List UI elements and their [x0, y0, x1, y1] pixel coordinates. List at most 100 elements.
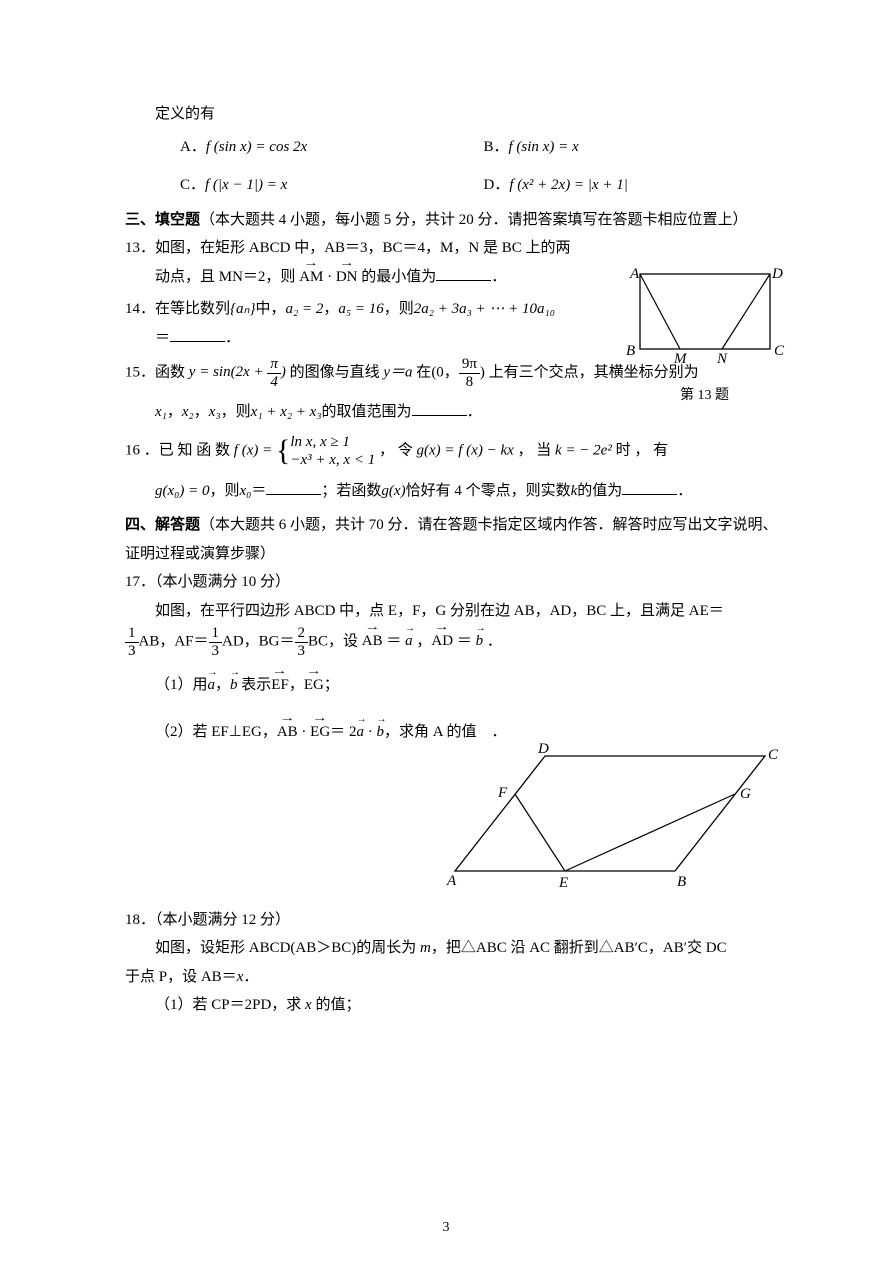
q17-figure: A B C D E F G [435, 741, 787, 902]
q18-x2: x [305, 997, 312, 1013]
q17-p1b: ， [215, 677, 230, 693]
q12-option-a: A．f (sin x) = cos 2x [180, 133, 484, 162]
q15-l2a: ，则 [221, 404, 251, 420]
q16-eq: ＝ [251, 483, 266, 499]
q14-expr: 2a₂ + 3a₃ + ⋯ + 10a₁₀ [414, 301, 555, 317]
svg-text:A: A [446, 873, 457, 889]
q18-l2b: ． [243, 969, 258, 985]
q16-blank2 [622, 480, 677, 495]
q16-l2e: 的值为 [577, 483, 622, 499]
q13-figure: A D B C M N 第 13 题 [622, 262, 787, 409]
q16-x0: x₀ [240, 483, 252, 499]
q15-num: 15． [125, 364, 155, 380]
q14-mid: 中， [256, 301, 286, 317]
q17-svg: A B C D E F G [435, 741, 785, 891]
q18-p1b: 的值； [312, 997, 361, 1013]
q18-m: m [420, 940, 431, 956]
q18: 18．（本小题满分 12 分） 如图，设矩形 ABCD(AB＞BC)的周长为 m… [125, 906, 787, 1020]
q16-l2d: 恰好有 4 个零点，则实数 [406, 483, 571, 499]
q17-p2c: ，求角 A 的值 [384, 724, 477, 740]
q12-c-math: f (|x − 1|) = x [205, 177, 287, 193]
q15-blank [412, 401, 467, 416]
svg-text:B: B [677, 874, 686, 890]
page-number: 3 [0, 1215, 892, 1242]
sec4-note: （本大题共 6 小题，共计 70 分．请在答题卡指定区域内作答．解答时应写出文字… [125, 517, 778, 562]
vec-ab2: AB [277, 718, 298, 747]
svg-text:D: D [771, 266, 783, 282]
q16-when: ， 当 [514, 442, 555, 458]
q12-option-c: C．f (|x − 1|) = x [180, 171, 484, 200]
q14-l1: 在等比数列 [155, 301, 230, 317]
q16-l2c: ；若函数 [321, 483, 381, 499]
q14-then: ，则 [384, 301, 414, 317]
q15-l1c: 在 [416, 364, 431, 380]
q18-l1a: 如图，设矩形 ABCD(AB＞BC)的周长为 [155, 940, 420, 956]
svg-text:B: B [626, 343, 635, 359]
sec3-title: 三、填空题 [125, 212, 200, 228]
q15-l1b: 的图像与直线 [290, 364, 380, 380]
q15-ic: ) [480, 364, 485, 380]
q14-blank [170, 327, 225, 342]
q12-b-math: f (sin x) = x [509, 139, 579, 155]
q16-piecewise: ln x, x ≥ 1−x³ + x, x < 1 [290, 433, 375, 469]
q17-l2c: BC，设 [308, 633, 362, 649]
q15-yeq-txt: y = sin(2x + [189, 364, 268, 380]
vec-a2: a [208, 671, 216, 700]
vec-dn: DN [336, 263, 358, 292]
q14-a2: a₂ = 2 [286, 301, 324, 317]
vec-b3: b [376, 718, 384, 747]
q15-l2b: 的取值范围为 [322, 404, 412, 420]
q13-figcap: 第 13 题 [622, 383, 787, 410]
q18-l1: 如图，设矩形 ABCD(AB＞BC)的周长为 m，把△ABC 沿 AC 翻折到△… [125, 934, 787, 963]
q12-stem-cont: 定义的有 [125, 100, 787, 129]
q17-part1: （1）用a，b 表示EF，EG； [125, 671, 787, 700]
q16-then: 时 ， 有 [612, 442, 668, 458]
vec-a3: a [356, 718, 364, 747]
q12-d-math: f (x² + 2x) = |x + 1| [509, 177, 628, 193]
q14-c1: ， [323, 301, 338, 317]
sec3-note: （本大题共 4 小题，每小题 5 分，共计 20 分．请把答案填写在答题卡相应位… [200, 212, 748, 228]
vec-a: a [405, 627, 413, 656]
q16-num: 16 ． [125, 442, 159, 458]
q13-blank [436, 266, 491, 281]
vec-b: b [476, 627, 484, 656]
q12-option-b: B．f (sin x) = x [484, 133, 788, 162]
svg-text:F: F [497, 785, 508, 801]
q13-l2b: 的最小值为 [361, 269, 436, 285]
q18-p1a: （1）若 CP＝2PD，求 [155, 997, 305, 1013]
q18-l1b: ，把△ABC 沿 AC 翻折到△AB′C，AB′交 DC [431, 940, 727, 956]
q17-p2a: （2）若 EF⊥EG， [155, 724, 277, 740]
q12-option-d: D．f (x² + 2x) = |x + 1| [484, 171, 788, 200]
q16: 16 ．已 知 函 数 f (x) = {ln x, x ≥ 1−x³ + x,… [125, 433, 787, 506]
q12-options-row1: A．f (sin x) = cos 2x B．f (sin x) = x [125, 133, 787, 162]
q16-blank1 [266, 480, 321, 495]
q14-seq: {aₙ} [230, 301, 255, 317]
q14-eq: ＝ [155, 330, 170, 346]
section-4-heading: 四、解答题（本大题共 6 小题，共计 70 分．请在答题卡指定区域内作答．解答时… [125, 511, 787, 568]
q16-p1: ln x, x ≥ 1 [290, 433, 375, 451]
q16-l2a: g(x₀) = 0 [155, 483, 210, 499]
svg-text:D: D [537, 741, 549, 757]
q16-let: ， 令 [379, 442, 417, 458]
vec-eg: EG [304, 671, 324, 700]
q16-l2b: ，则 [210, 483, 240, 499]
q12-options-row2: C．f (|x − 1|) = x D．f (x² + 2x) = |x + 1… [125, 171, 787, 200]
q16-line2: g(x₀) = 0，则x₀＝；若函数g(x)恰好有 4 个零点，则实数k的值为． [125, 477, 787, 506]
q17: 17．（本小题满分 10 分） 如图，在平行四边形 ABCD 中，点 E，F，G… [125, 568, 787, 902]
svg-text:C: C [768, 747, 779, 763]
q18-pts: （本小题满分 12 分） [155, 912, 290, 928]
vec-eg2: EG [310, 718, 330, 747]
q13-l2a: 动点，且 MN＝2，则 [155, 269, 295, 285]
q17-l2a: AB，AF＝ [139, 633, 209, 649]
q12-b-label: B． [484, 139, 509, 155]
svg-text:E: E [558, 875, 568, 891]
q13-num: 13． [125, 240, 155, 256]
q15-l1a: 函数 [155, 364, 185, 380]
q12-d-label: D． [484, 177, 510, 193]
q18-l2: 于点 P，设 AB＝x． [125, 963, 787, 992]
q17-l2b: AD，BG＝ [222, 633, 295, 649]
q15-io: (0， [431, 364, 459, 380]
q14-num: 14． [125, 301, 155, 317]
vec-ef: EF [271, 671, 289, 700]
sec4-title: 四、解答题 [125, 517, 200, 533]
